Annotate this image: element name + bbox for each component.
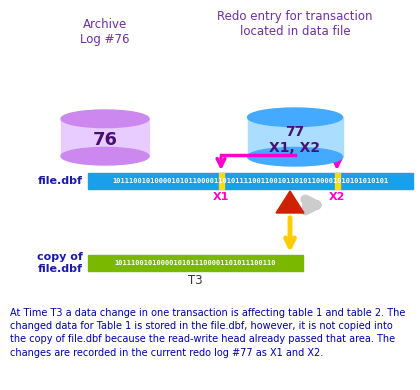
Ellipse shape (61, 110, 149, 128)
Ellipse shape (247, 108, 342, 127)
Text: copy of
file.dbf: copy of file.dbf (37, 252, 83, 274)
Text: At Time T3 a data change in one transaction is affecting table 1 and table 2. Th: At Time T3 a data change in one transact… (10, 308, 405, 358)
Text: Archive
Log #76: Archive Log #76 (80, 18, 130, 46)
Bar (88, 255, 303, 271)
Text: file.dbf: file.dbf (38, 176, 83, 186)
Text: Redo entry for transaction
located in data file: Redo entry for transaction located in da… (217, 10, 373, 38)
Text: 76: 76 (92, 131, 118, 149)
Text: T3: T3 (188, 274, 203, 287)
Polygon shape (276, 191, 304, 213)
Ellipse shape (247, 147, 342, 166)
Text: X2: X2 (329, 192, 345, 202)
Bar (61, 119, 149, 156)
Bar (247, 117, 342, 157)
Text: X1: X1 (213, 192, 229, 202)
Ellipse shape (61, 147, 149, 165)
Bar (219, 173, 224, 189)
Text: 10111001010000101011000011010111100110010110101100001010101010101: 1011100101000010101100001101011110011001… (113, 178, 388, 184)
Text: 10111001010000101011100001101011100110: 10111001010000101011100001101011100110 (115, 260, 276, 266)
Text: 77
X1, X2: 77 X1, X2 (270, 125, 320, 155)
Bar (335, 173, 340, 189)
Bar (88, 173, 413, 189)
